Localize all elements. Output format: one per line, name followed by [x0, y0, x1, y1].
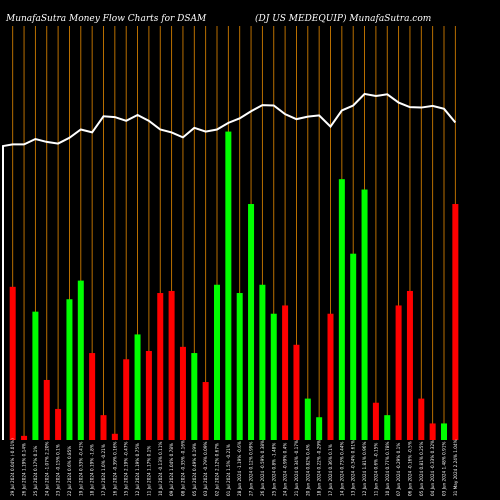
money-flow-bar	[9, 286, 16, 440]
money-flow-bar	[55, 408, 62, 440]
x-tick-label: 03 Jun 2024 1.48% 0.91%	[442, 442, 447, 496]
x-tick-label: 07 Jun 2024 -0.29% 0.1%	[396, 443, 401, 496]
x-tick-label: 17 Jul 2024 1.0% -0.21%	[101, 444, 106, 496]
money-flow-bar	[202, 382, 209, 440]
x-tick-label: 24 Jun 2024 -0.99% 0.4%	[283, 443, 288, 496]
x-tick-label: 12 Jun 2024 1.81% 0.96%	[362, 442, 367, 496]
money-flow-bar	[21, 435, 28, 440]
money-flow-bar	[259, 284, 266, 440]
x-tick-label: 21 Jun 2024 0.34% -0.17%	[294, 440, 299, 496]
x-tick-label: 26 Jul 2024 1.19% 0.14%	[22, 443, 27, 496]
x-tick-label: 05 Jun 2024 0.81% 0.25%	[419, 442, 424, 496]
money-flow-bar	[384, 415, 391, 440]
x-tick-label: 18 Jul 2024 0.19% -1.8%	[90, 444, 95, 496]
x-tick-label: 15 Jul 2024 2.19% -0.47%	[124, 442, 129, 496]
x-tick-label: 16 Jul 2024 -0.39% 0.16%	[112, 442, 117, 496]
money-flow-bar	[157, 293, 164, 440]
money-flow-bar	[304, 398, 311, 440]
money-flow-bar	[361, 189, 368, 440]
x-tick-label: 06 Jun 2024 -0.16% -0.5%	[407, 441, 412, 496]
money-flow-bar	[452, 204, 459, 440]
money-flow-bar	[350, 253, 357, 440]
money-flow-bar	[214, 284, 220, 440]
x-tick-label: 28 Jun 2024 -1.19% -0.6%	[237, 441, 242, 496]
x-tick-label: 23 Jul 2024 -0.15% 0.1%	[56, 444, 61, 496]
x-tick-label: 09 Jul 2024 1.04% 0.78%	[169, 443, 174, 496]
money-flow-bar	[327, 313, 334, 440]
x-tick-label: 19 Jul 2024 0.33% -0.41%	[78, 442, 83, 496]
x-tick-label: 20 Jun 2024 0.82% 0.4%	[305, 444, 310, 496]
x-tick-label: 10 Jun 2024 0.77% 0.78%	[385, 442, 390, 496]
money-flow-bar	[32, 311, 39, 440]
money-flow-bar	[282, 305, 289, 440]
money-flow-bar	[111, 433, 118, 440]
x-tick-label: 05 Jul 2024 0.49% 0.19%	[192, 443, 197, 496]
money-flow-bar	[191, 353, 198, 440]
money-flow-bar	[168, 290, 175, 440]
money-flow-bar	[179, 346, 186, 440]
x-tick-label: 01 Jul 2024 1.5% -0.21%	[226, 444, 231, 496]
chart-title-left: MunafaSutra Money Flow Charts for DSAM	[6, 14, 207, 24]
x-tick-label: 17 Jun 2024 0.36% 0.1%	[328, 444, 333, 496]
x-tick-label: 11 Jun 2024 0.6% -0.15%	[373, 443, 378, 496]
x-tick-label: 25 Jun 2024 0.8% -1.48%	[271, 443, 276, 496]
money-flow-bar	[145, 350, 152, 440]
x-tick-label: 29 Jul 2024 0.04% (-0.01%)	[10, 438, 15, 496]
x-tick-label: 25 Jul 2024 0.17% 0.1%	[33, 446, 38, 496]
money-flow-bar	[89, 353, 96, 440]
x-tick-label: 14 Jun 2024 0.73% 0.44%	[339, 442, 344, 496]
x-tick-label: 10 Jul 2024 -0.13% 0.11%	[158, 442, 163, 496]
money-flow-bar	[123, 359, 130, 440]
x-tick-label: 12 Jul 2024 1.19% 0.75%	[135, 443, 140, 496]
x-tick-label: 18 Jun 2024 0.22% -0.29%	[317, 440, 322, 496]
x-tick-label: 02 Jul 2024 2.12% 0.67%	[215, 443, 220, 496]
money-flow-bar	[429, 423, 436, 440]
x-tick-label: 04 Jun 2024 -0.33% 0.32%	[430, 440, 435, 496]
money-flow-bar	[418, 398, 425, 440]
money-flow-bar	[43, 379, 50, 440]
money-flow-bar	[134, 334, 141, 440]
money-flow-bar	[236, 293, 243, 440]
x-tick-label: 22 Jul 2024 0.6% 0.85%	[67, 446, 72, 496]
money-flow-bar	[441, 423, 447, 440]
money-flow-bar	[66, 299, 73, 440]
money-flow-bar	[406, 290, 413, 440]
x-tick-label: 27 Jun 2024 0.12% 0.99%	[249, 442, 254, 496]
money-flow-bar	[77, 280, 84, 440]
chart-title-right: (DJ US MEDEQUIP) MunafaSutra.com	[255, 14, 432, 24]
money-flow-bar	[270, 313, 277, 440]
money-flow-bar	[372, 402, 379, 440]
money-flow-line	[2, 92, 457, 440]
money-flow-bar	[248, 204, 255, 440]
x-tick-label: 13 Jun 2024 -0.34% 0.61%	[351, 440, 356, 496]
x-tick-label: 31 May 2024 2.24% 1.04%	[453, 439, 458, 496]
x-tick-label: 03 Jul 2024 -0.79% 0.09%	[203, 442, 208, 496]
x-tick-label: 24 Jul 2024 -1.07% 2.20%	[44, 442, 49, 496]
money-flow-bar	[225, 131, 232, 440]
money-flow-bar	[293, 344, 300, 440]
x-tick-label: 26 Jun 2024 -0.59% 0.38%	[260, 440, 265, 496]
money-flow-bar	[395, 305, 402, 440]
money-flow-bar	[100, 415, 107, 440]
x-tick-label: 08 Jul 2024 -0.35% -0.16%	[180, 440, 185, 496]
money-flow-bar	[316, 417, 323, 440]
money-flow-bar	[338, 179, 345, 440]
x-tick-label: 11 Jul 2024 1.17% 0.1%	[146, 446, 151, 496]
